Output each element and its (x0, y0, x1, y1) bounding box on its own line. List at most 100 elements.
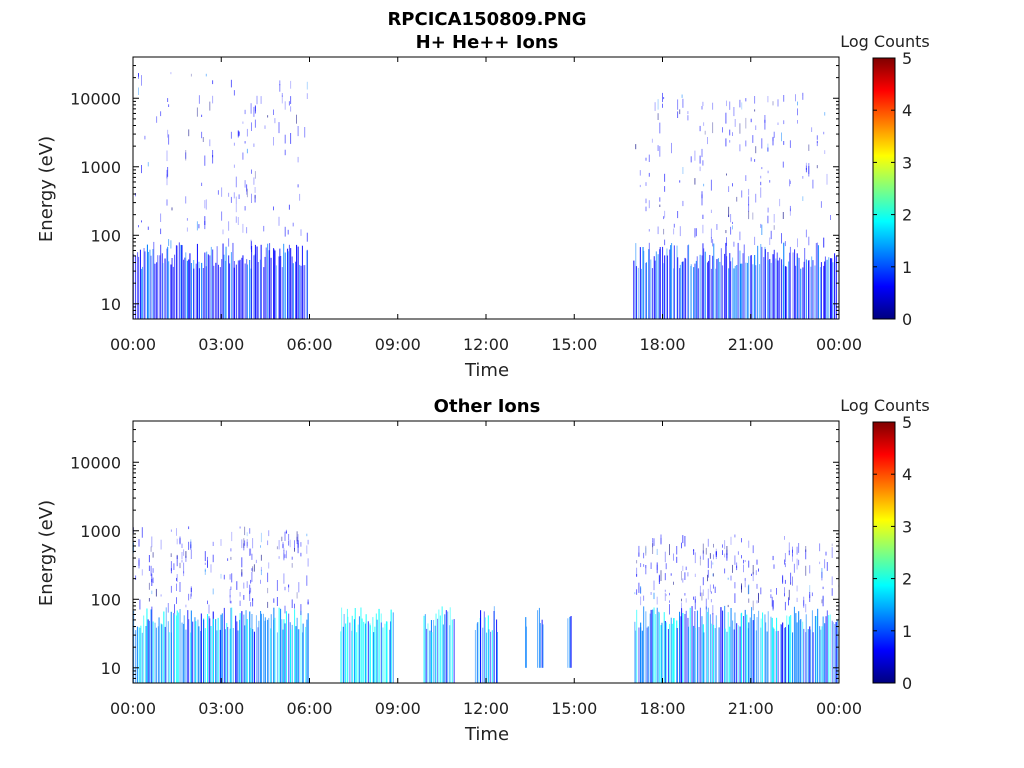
spectrogram-streak (717, 258, 719, 319)
spectrogram-speckle (139, 599, 141, 610)
spectrogram-speckle (246, 184, 248, 195)
spectrogram-streak (208, 616, 210, 683)
spectrogram-speckle (255, 559, 257, 564)
spectrogram-streak (273, 607, 275, 683)
panel-other-ions: Other Ions 00:00 03:00 06:00 09:00 12:00 15:0… (36, 396, 930, 745)
spectrogram-streak (278, 256, 280, 319)
spectrogram-speckle (241, 572, 243, 577)
colorbar-tick-label: 4 (902, 101, 912, 120)
spectrogram-speckle (728, 206, 730, 217)
spectrogram-streak (789, 246, 791, 319)
spectrogram-speckle (783, 141, 785, 145)
spectrogram-streak (817, 608, 819, 683)
spectrogram-streak (737, 242, 739, 319)
spectrogram-streak (184, 257, 186, 319)
spectrogram-streak (209, 255, 211, 319)
spectrogram-speckle (743, 559, 744, 564)
spectrogram-speckle (709, 553, 711, 559)
spectrogram-speckle (764, 115, 766, 123)
spectrogram-speckle (739, 99, 741, 108)
spectrogram-speckle (701, 194, 703, 206)
spectrogram-streak (210, 626, 212, 683)
spectrogram-speckle (278, 540, 280, 550)
spectrogram-speckle (252, 566, 254, 572)
spectrogram-speckle (734, 582, 736, 589)
spectrogram-streak (300, 610, 302, 683)
spectrogram-speckle (640, 563, 642, 568)
spectrogram-speckle (256, 95, 258, 105)
spectrogram-speckle (792, 549, 793, 553)
y-tick-label: 1000 (80, 158, 121, 177)
spectrogram-speckle (297, 184, 299, 188)
spectrogram-speckle (712, 605, 714, 615)
spectrogram-speckle (741, 555, 742, 559)
spectrogram-speckle (284, 134, 286, 144)
spectrogram-speckle (209, 101, 211, 111)
spectrogram-speckle (694, 552, 696, 564)
spectrogram-streak (209, 618, 211, 683)
spectrogram-speckle (221, 211, 223, 221)
spectrogram-streak (237, 630, 239, 683)
spectrogram-speckle (650, 592, 652, 595)
spectrogram-streak (257, 627, 259, 683)
spectrogram-streak (770, 616, 772, 683)
spectrogram-speckle (307, 539, 309, 545)
spectrogram-speckle (710, 591, 712, 594)
spectrogram-speckle (288, 540, 290, 546)
spectrogram-speckle (251, 571, 253, 582)
spectrogram-speckle (268, 562, 270, 569)
spectrogram-streak (781, 259, 783, 319)
spectrogram-speckle (703, 183, 705, 187)
spectrogram-streak (794, 249, 796, 319)
spectrogram-speckle (811, 592, 813, 597)
spectrogram-streak (755, 265, 757, 319)
x-tick-label: 18:00 (639, 699, 685, 718)
spectrogram-speckle (204, 570, 206, 575)
spectrogram-speckle (148, 598, 150, 602)
spectrogram-speckle (246, 128, 248, 137)
spectrogram-streak (753, 614, 755, 683)
spectrogram-streak (444, 614, 446, 683)
spectrogram-streak (150, 609, 152, 683)
spectrogram-speckle (190, 541, 192, 549)
spectrogram-streak (256, 246, 258, 319)
spectrogram-speckle (204, 568, 206, 572)
spectrogram-streak (685, 258, 687, 319)
spectrogram-speckle (152, 552, 154, 558)
x-tick-label: 18:00 (639, 335, 685, 354)
spectrogram-streak (162, 263, 164, 319)
spectrogram-streak (242, 255, 244, 319)
spectrogram-speckle (694, 573, 696, 577)
spectrogram-speckle (243, 595, 245, 600)
spectrogram-speckle (635, 144, 637, 150)
spectrogram-speckle (816, 135, 818, 140)
spectrogram-speckle (658, 575, 660, 584)
spectrogram-streak (228, 255, 230, 319)
spectrogram-streak (183, 623, 185, 683)
spectrogram-speckle (254, 194, 256, 203)
spectrogram-streak (216, 246, 218, 319)
spectrogram-speckle (279, 84, 281, 92)
spectrogram-speckle (306, 232, 308, 242)
spectrogram-speckle (233, 90, 235, 96)
spectrogram-speckle (306, 575, 308, 586)
spectrogram-streak (742, 253, 744, 319)
spectrogram-speckle (748, 196, 750, 206)
spectrogram-speckle (273, 137, 274, 146)
spectrogram-streak (297, 629, 299, 683)
spectrogram-streak (772, 254, 774, 319)
spectrogram-speckle (300, 604, 302, 616)
spectrogram-streak (656, 607, 658, 683)
spectrogram-streak (449, 607, 451, 683)
spectrogram-streak (704, 251, 706, 319)
spectrogram-streak (231, 607, 233, 683)
spectrogram-streak (805, 614, 807, 683)
spectrogram-streak (230, 607, 232, 683)
spectrogram-speckle (166, 199, 168, 206)
spectrogram-speckle (238, 194, 240, 199)
spectrogram-speckle (147, 162, 149, 167)
x-tick-label: 00:00 (816, 335, 862, 354)
spectrogram-streak (342, 626, 344, 683)
spectrogram-speckle (236, 581, 238, 590)
spectrogram-streak (427, 623, 429, 683)
